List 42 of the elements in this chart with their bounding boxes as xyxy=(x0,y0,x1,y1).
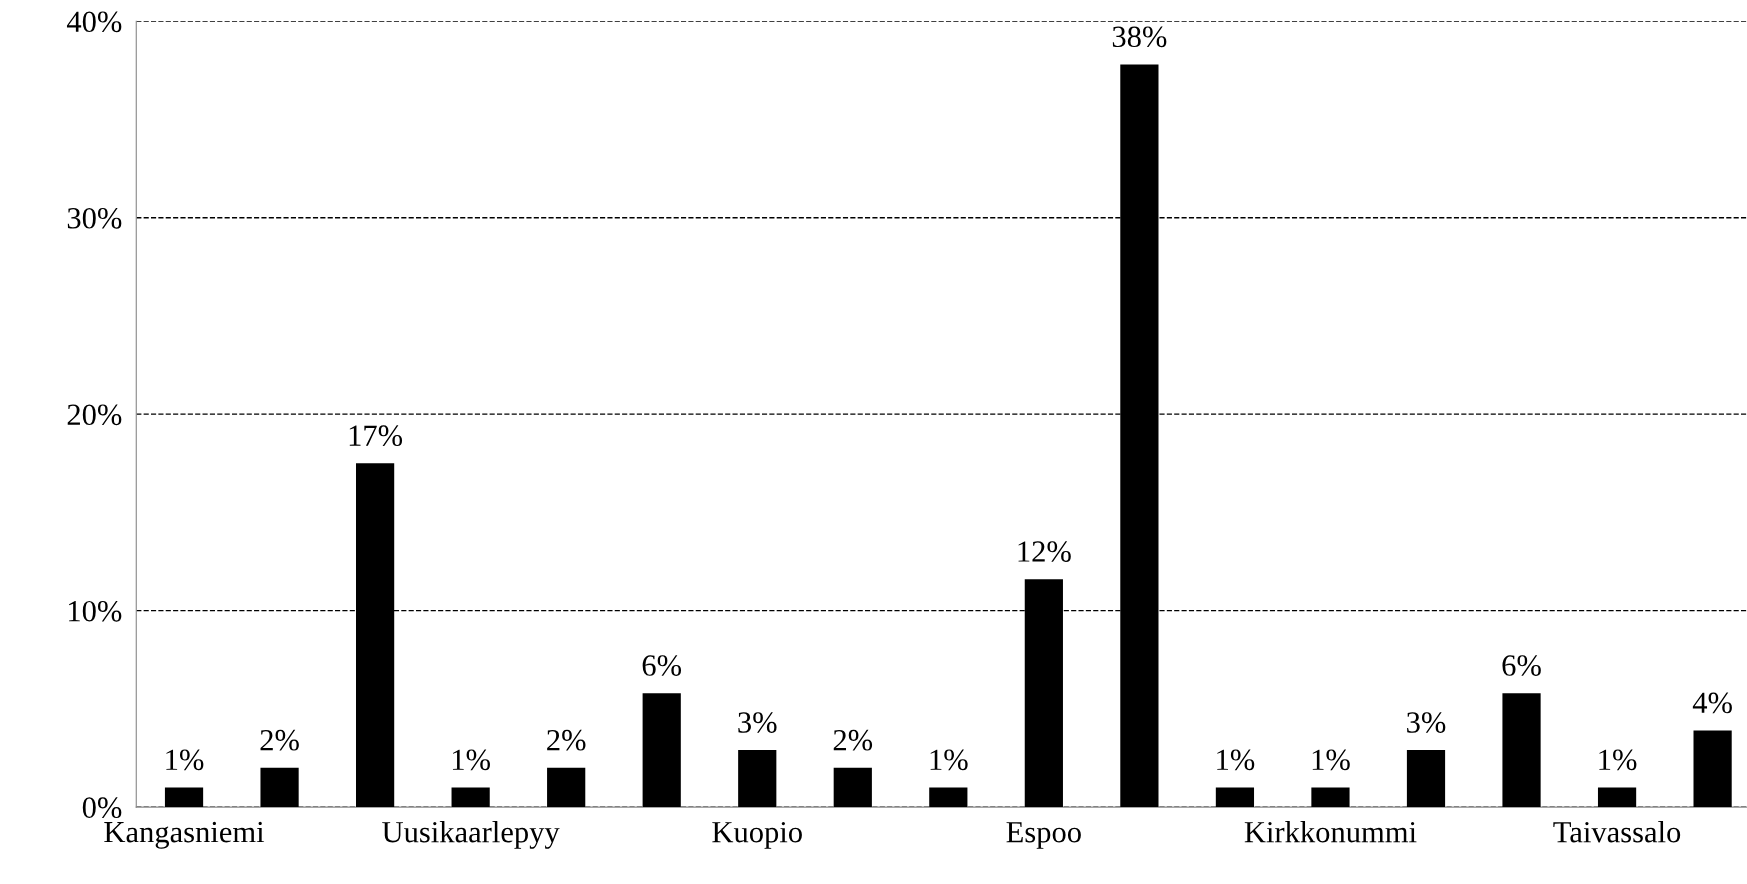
y-tick-label: 20% xyxy=(67,404,122,426)
bar xyxy=(1406,750,1446,808)
bar xyxy=(642,693,681,808)
data-label: 17% xyxy=(349,425,403,447)
x-tick-label: Kangasniemi xyxy=(104,821,265,849)
data-label: 4% xyxy=(1692,692,1732,714)
bar xyxy=(1311,787,1350,808)
data-label: 3% xyxy=(738,712,777,733)
x-tick-label: Uusikaarlepyy xyxy=(382,820,560,849)
x-tick-label: Espoo xyxy=(1006,822,1081,849)
y-tick-label: 30% xyxy=(67,207,122,229)
data-label: 6% xyxy=(1502,655,1541,676)
data-label: 1% xyxy=(166,749,204,771)
data-label: 1% xyxy=(1312,749,1350,771)
bar xyxy=(738,750,777,808)
data-label: 12% xyxy=(1018,541,1071,562)
data-label: 3% xyxy=(1407,712,1446,733)
bar xyxy=(1693,730,1732,808)
data-label: 1% xyxy=(930,749,968,771)
data-label: 1% xyxy=(1599,749,1637,771)
bar xyxy=(1597,787,1637,808)
data-label: 38% xyxy=(1112,26,1167,48)
bar xyxy=(547,767,586,808)
data-label: 2% xyxy=(260,729,299,751)
data-label: 2% xyxy=(547,729,586,751)
bar xyxy=(1502,693,1541,808)
data-label: 2% xyxy=(833,729,873,751)
x-tick-label: Kirkkonummi xyxy=(1244,820,1417,843)
bar xyxy=(1215,787,1255,808)
data-label: 1% xyxy=(1217,749,1255,771)
bar xyxy=(451,787,490,808)
x-tick-label: Kuopio xyxy=(712,821,802,849)
y-tick-label: 10% xyxy=(69,600,122,622)
x-tick-label: Taivassalo xyxy=(1553,820,1681,843)
y-tick-label: 40% xyxy=(66,11,122,33)
y-tick-label: 0% xyxy=(82,797,122,819)
data-label: 6% xyxy=(642,655,682,676)
bar xyxy=(833,767,872,808)
bar xyxy=(164,787,204,808)
bar xyxy=(260,767,299,808)
bar xyxy=(929,787,968,808)
data-label: 1% xyxy=(452,749,490,771)
